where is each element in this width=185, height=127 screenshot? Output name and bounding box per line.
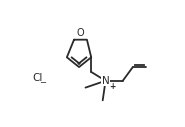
Text: −: − bbox=[39, 78, 46, 87]
Text: N: N bbox=[102, 76, 110, 86]
Text: +: + bbox=[110, 82, 116, 91]
Text: O: O bbox=[77, 28, 84, 38]
Text: Cl: Cl bbox=[32, 73, 43, 83]
